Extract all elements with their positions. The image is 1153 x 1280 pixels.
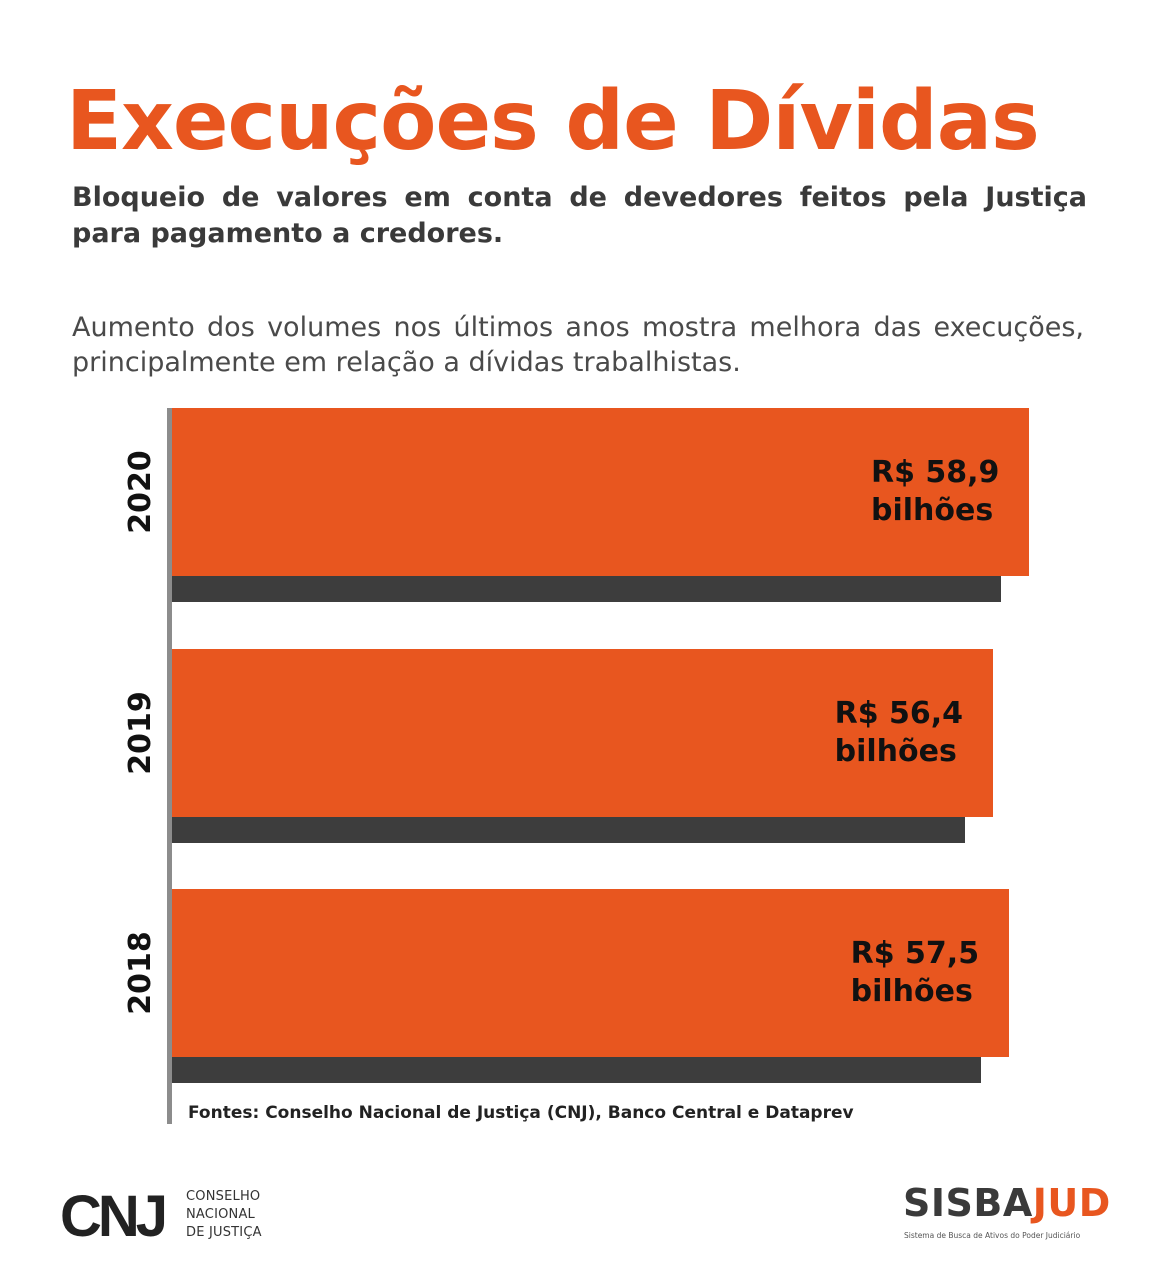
- cnj-logo: CNJ: [60, 1186, 169, 1242]
- bar-shadow-2019: [172, 817, 965, 843]
- value-label-2018: R$ 57,5 bilhões: [851, 935, 1071, 1011]
- page-title: Execuções de Dívidas: [66, 74, 1040, 169]
- value-label-line: R$ 57,5: [850, 936, 980, 971]
- year-label-2019: 2019: [123, 691, 158, 775]
- sisbajud-logo-part: JUD: [1032, 1181, 1111, 1225]
- sources-note: Fontes: Conselho Nacional de Justiça (CN…: [188, 1103, 854, 1123]
- sisbajud-logo: SISBAJUD: [903, 1180, 1113, 1226]
- bar-2019: [172, 649, 993, 817]
- value-label-2020: R$ 58,9 bilhões: [871, 454, 1091, 530]
- cnj-name-line: DE JUSTIÇA: [186, 1225, 262, 1240]
- value-label-line: R$ 58,9: [870, 455, 1000, 490]
- value-label-line: bilhões: [834, 734, 957, 769]
- annotation-line: R$ 37,9 bilhões entre setembro e dezembr…: [200, 491, 745, 555]
- bar-2020: [172, 408, 1029, 576]
- annotation-line: R$ 21 bilhões em operações do Bacenjud, …: [200, 431, 671, 473]
- bar-shadow-2018: [172, 1057, 981, 1083]
- value-label-line: bilhões: [870, 493, 994, 528]
- value-label-line: R$ 56,4: [834, 696, 964, 731]
- sisbajud-tagline: Sistema de Busca de Ativos do Poder Judi…: [904, 1231, 1081, 1240]
- cnj-name: CONSELHO NACIONAL DE JUSTIÇA: [186, 1188, 306, 1242]
- year-label-2018: 2018: [123, 931, 158, 1015]
- sisbajud-logo-part: SISBA: [903, 1181, 1033, 1225]
- bar-shadow-2020: [172, 576, 1001, 602]
- cnj-logo-text: CNJ: [60, 1186, 165, 1242]
- annotation-2020: R$ 21 bilhões em operações do Bacenjud, …: [200, 430, 745, 572]
- cnj-name-line: NACIONAL: [186, 1207, 255, 1222]
- bar-2018: [172, 889, 1009, 1057]
- chart-axis: [167, 408, 172, 1124]
- cnj-name-line: CONSELHO: [186, 1189, 261, 1204]
- intro-text: Aumento dos volumes nos últimos anos mos…: [72, 312, 1084, 378]
- page-subtitle: Bloqueio de valores em conta de devedore…: [72, 182, 1087, 249]
- value-label-line: bilhões: [850, 974, 973, 1009]
- year-label-2020: 2020: [123, 450, 158, 534]
- value-label-2019: R$ 56,4 bilhões: [835, 695, 1055, 771]
